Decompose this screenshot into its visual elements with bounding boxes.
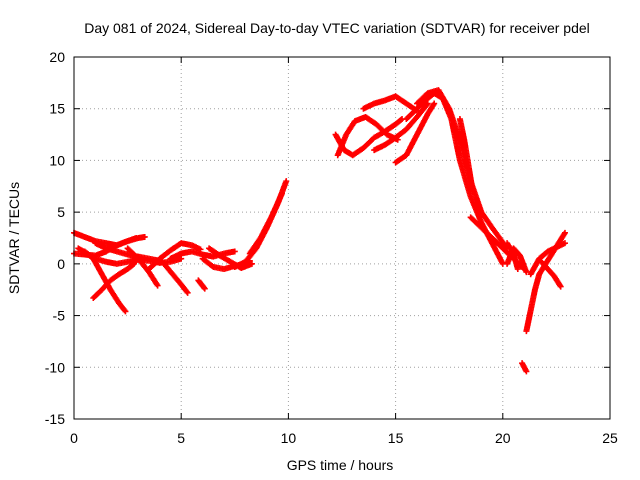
y-tick-label: -5 bbox=[53, 308, 66, 324]
series-arc-19 bbox=[371, 100, 431, 154]
y-tick-label: 0 bbox=[57, 256, 65, 272]
series-arc-27 bbox=[519, 360, 530, 375]
data-point-marker bbox=[184, 289, 191, 296]
data-point-marker bbox=[397, 116, 404, 123]
x-tick-label: 5 bbox=[177, 430, 185, 446]
series-arc-20 bbox=[392, 100, 438, 166]
grid bbox=[74, 57, 610, 419]
data-point-marker bbox=[231, 248, 238, 255]
data-point-marker bbox=[141, 233, 148, 240]
data-point-marker bbox=[431, 100, 438, 107]
x-tick-label: 25 bbox=[602, 430, 618, 446]
x-tick-label: 15 bbox=[388, 430, 404, 446]
chart-title: Day 081 of 2024, Sidereal Day-to-day VTE… bbox=[84, 20, 590, 36]
x-tick-label: 0 bbox=[70, 430, 78, 446]
data-point-marker bbox=[424, 100, 431, 107]
data-point-marker bbox=[131, 260, 138, 267]
data-point-marker bbox=[122, 308, 129, 315]
data-point-marker bbox=[557, 283, 564, 290]
series-arc-6 bbox=[92, 240, 163, 264]
data-point-marker bbox=[121, 307, 128, 314]
y-tick-label: 10 bbox=[49, 152, 65, 168]
series-arc-5 bbox=[90, 260, 138, 301]
y-tick-label: 5 bbox=[57, 204, 65, 220]
y-tick-label: 15 bbox=[49, 101, 65, 117]
series-arc-29 bbox=[527, 240, 568, 278]
data-point-marker bbox=[183, 288, 190, 295]
series-arc-15 bbox=[246, 190, 285, 257]
series-arc-30 bbox=[538, 258, 564, 290]
y-tick-label: 20 bbox=[49, 49, 65, 65]
data-point-marker bbox=[278, 190, 285, 197]
data-point-marker bbox=[178, 255, 185, 262]
axis-ticks: 0 5 10 15 20 25 -15 -10 -5 0 5 10 15 20 bbox=[45, 49, 618, 446]
data-point-marker bbox=[514, 266, 521, 273]
data-point-marker bbox=[283, 178, 290, 185]
series-arc-14 bbox=[231, 178, 290, 270]
series-arc-23 bbox=[456, 116, 476, 195]
x-tick-label: 10 bbox=[281, 430, 297, 446]
x-tick-label: 20 bbox=[495, 430, 511, 446]
data-point-marker bbox=[523, 368, 530, 375]
data-point-marker bbox=[154, 282, 161, 289]
series-arc-8 bbox=[146, 240, 204, 273]
series-arc-26 bbox=[504, 245, 530, 276]
data-point-marker bbox=[201, 285, 208, 292]
series-arc-9 bbox=[161, 260, 191, 296]
data-point-marker bbox=[248, 260, 255, 267]
y-axis-label: SDTVAR / TECUs bbox=[6, 182, 22, 294]
data-point-marker bbox=[561, 240, 568, 247]
data-point-marker bbox=[561, 229, 568, 236]
series-arc-11 bbox=[195, 277, 208, 292]
plot-frame bbox=[73, 56, 611, 420]
data-marks bbox=[71, 87, 568, 375]
x-axis-label: GPS time / hours bbox=[287, 457, 394, 473]
series-arc-10 bbox=[167, 248, 238, 262]
data-point-marker bbox=[523, 269, 530, 276]
data-point-marker bbox=[469, 188, 476, 195]
data-point-marker bbox=[200, 284, 207, 291]
y-tick-label: -10 bbox=[45, 359, 65, 375]
series-arc-7 bbox=[124, 245, 161, 289]
series-arc-18 bbox=[360, 93, 421, 114]
y-tick-label: -15 bbox=[45, 411, 65, 427]
series-arc-4 bbox=[81, 248, 129, 315]
data-point-marker bbox=[129, 261, 136, 268]
